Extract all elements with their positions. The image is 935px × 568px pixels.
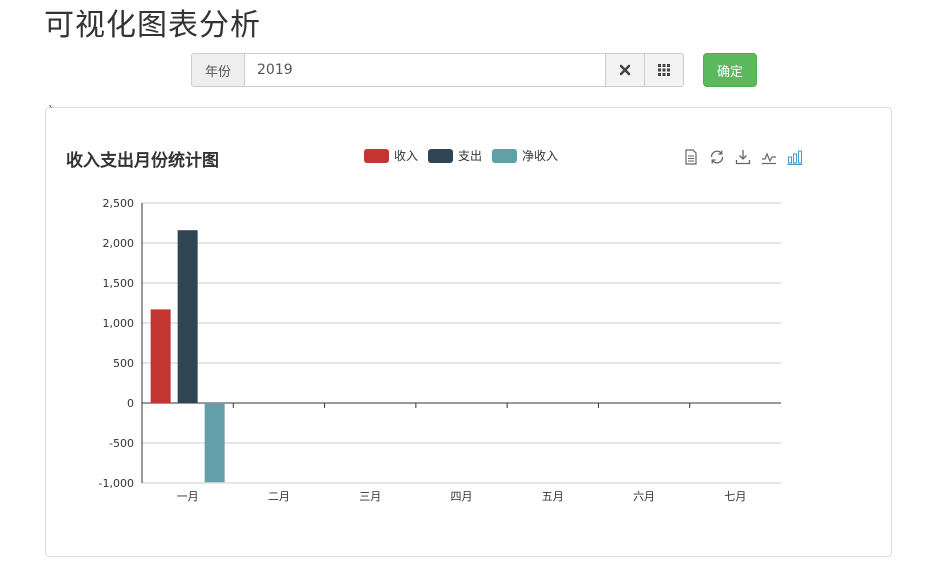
line-chart-icon[interactable] [760,148,778,166]
chart-legend: 收入 支出 净收入 [364,147,558,164]
year-label: 年份 [191,53,245,87]
x-tick-label: 一月 [177,490,199,503]
y-tick-label: 2,000 [103,237,135,250]
y-tick-label: 2,500 [103,197,135,210]
page-title: 可视化图表分析 [44,8,261,43]
y-tick-label: -1,000 [99,477,134,490]
legend-label-expense: 支出 [458,149,483,163]
bar-expense [177,230,198,403]
x-tick-label: 六月 [633,490,655,503]
data-view-icon[interactable] [682,148,700,166]
chart-panel: ` 收入支出月份统计图 收入 支出 净收入 [45,104,892,557]
year-filter: 年份 [191,53,684,87]
y-tick-label: -500 [109,437,134,450]
y-tick-label: 0 [127,397,134,410]
year-input[interactable] [245,53,605,87]
y-tick-label: 500 [113,357,134,370]
x-tick-label: 二月 [268,490,290,503]
grid-icon [658,64,670,76]
legend-swatch-expense [428,148,454,163]
x-tick-label: 七月 [724,490,746,503]
y-tick-label: 1,500 [103,277,135,290]
x-tick-label: 三月 [359,490,381,503]
x-tick-label: 五月 [542,490,564,503]
bar-income [150,309,171,403]
y-tick-label: 1,000 [103,317,135,330]
x-tick-label: 四月 [451,490,473,503]
chart-toolbox [682,148,804,166]
bar-chart-icon[interactable] [786,148,804,166]
times-icon [619,64,631,76]
clear-button[interactable] [605,53,645,87]
restore-icon[interactable] [708,148,726,166]
chart-title: 收入支出月份统计图 [66,151,219,171]
confirm-button[interactable]: 确定 [703,53,757,87]
save-image-icon[interactable] [734,148,752,166]
bar-chart: 2,500 2,000 1,500 1,000 500 0 -500 -1,000 一月 二月 三月… [99,197,781,503]
legend-label-income: 收入 [394,149,419,163]
legend-swatch-income [364,148,389,163]
bar-net [204,403,225,483]
legend-swatch-net [492,148,518,163]
legend-item-expense[interactable]: 支出 [428,147,482,164]
legend-item-income[interactable]: 收入 [364,147,418,164]
legend-label-net: 净收入 [522,149,559,163]
grid-select-button[interactable] [645,53,684,87]
legend-item-net[interactable]: 净收入 [492,147,558,164]
stray-mark: ` [48,104,54,118]
